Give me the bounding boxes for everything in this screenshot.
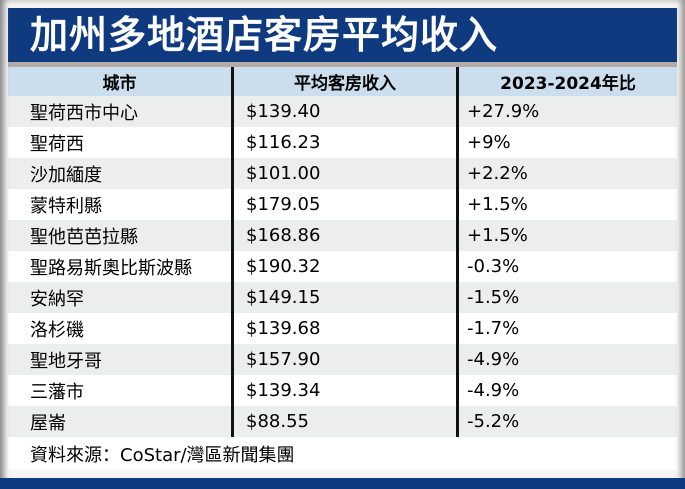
- change-cell: -4.9%: [456, 375, 677, 406]
- page-title: 加州多地酒店客房平均收入: [30, 13, 499, 57]
- change-cell: +2.2%: [456, 158, 677, 189]
- table-row: 安納罕 $149.15 -1.5%: [8, 282, 677, 313]
- table-row: 聖路易斯奧比斯波縣 $190.32 -0.3%: [8, 251, 677, 282]
- table-row: 蒙特利縣 $179.05 +1.5%: [8, 189, 677, 220]
- table-row: 聖荷西市中心 $139.40 +27.9%: [8, 96, 677, 127]
- city-cell: 蒙特利縣: [30, 195, 102, 217]
- revenue-cell: $168.86: [231, 220, 456, 251]
- table-row: 三藩市 $139.34 -4.9%: [8, 375, 677, 406]
- revenue-cell: $157.90: [231, 344, 456, 375]
- city-cell: 聖地牙哥: [30, 350, 102, 372]
- city-cell: 聖荷西市中心: [30, 102, 138, 124]
- column-header-city: 城市: [102, 74, 137, 94]
- column-header-yoy-change: 2023-2024年比: [456, 67, 677, 96]
- table-header-row: 城市 平均客房收入 2023-2024年比: [8, 67, 677, 96]
- revenue-cell: $101.00: [231, 158, 456, 189]
- change-cell: +1.5%: [456, 189, 677, 220]
- revenue-cell: $88.55: [231, 406, 456, 437]
- change-cell: -0.3%: [456, 251, 677, 282]
- column-header-avg-revenue: 平均客房收入: [231, 67, 456, 96]
- city-cell: 安納罕: [30, 288, 84, 310]
- revenue-cell: $139.68: [231, 313, 456, 344]
- table-row: 屋崙 $88.55 -5.2%: [8, 406, 677, 437]
- change-cell: +9%: [456, 127, 677, 158]
- table-body: 聖荷西市中心 $139.40 +27.9% 聖荷西 $116.23 +9% 沙加…: [8, 96, 677, 437]
- table-row: 聖他芭芭拉縣 $168.86 +1.5%: [8, 220, 677, 251]
- city-cell: 聖路易斯奧比斯波縣: [30, 257, 192, 279]
- city-cell: 屋崙: [30, 412, 66, 434]
- change-cell: -1.7%: [456, 313, 677, 344]
- city-cell: 聖荷西: [30, 133, 84, 155]
- change-cell: +1.5%: [456, 220, 677, 251]
- revenue-cell: $179.05: [231, 189, 456, 220]
- revenue-cell: $139.40: [231, 96, 456, 127]
- table-row: 聖荷西 $116.23 +9%: [8, 127, 677, 158]
- revenue-cell: $190.32: [231, 251, 456, 282]
- revenue-cell: $116.23: [231, 127, 456, 158]
- change-cell: +27.9%: [456, 96, 677, 127]
- title-bar: 加州多地酒店客房平均收入: [8, 8, 677, 62]
- table-row: 沙加緬度 $101.00 +2.2%: [8, 158, 677, 189]
- city-cell: 洛杉磯: [30, 319, 84, 341]
- source-note: 資料來源：CoStar/灣區新聞集團: [8, 437, 677, 470]
- table-row: 聖地牙哥 $157.90 -4.9%: [8, 344, 677, 375]
- city-cell: 三藩市: [30, 381, 84, 403]
- bottom-accent-bar: [0, 478, 685, 489]
- revenue-cell: $139.34: [231, 375, 456, 406]
- city-cell: 沙加緬度: [30, 164, 102, 186]
- data-table: 城市 平均客房收入 2023-2024年比 聖荷西市中心 $139.40 +27…: [8, 62, 677, 470]
- revenue-cell: $149.15: [231, 282, 456, 313]
- change-cell: -5.2%: [456, 406, 677, 437]
- change-cell: -4.9%: [456, 344, 677, 375]
- table-row: 洛杉磯 $139.68 -1.7%: [8, 313, 677, 344]
- change-cell: -1.5%: [456, 282, 677, 313]
- city-cell: 聖他芭芭拉縣: [30, 226, 138, 248]
